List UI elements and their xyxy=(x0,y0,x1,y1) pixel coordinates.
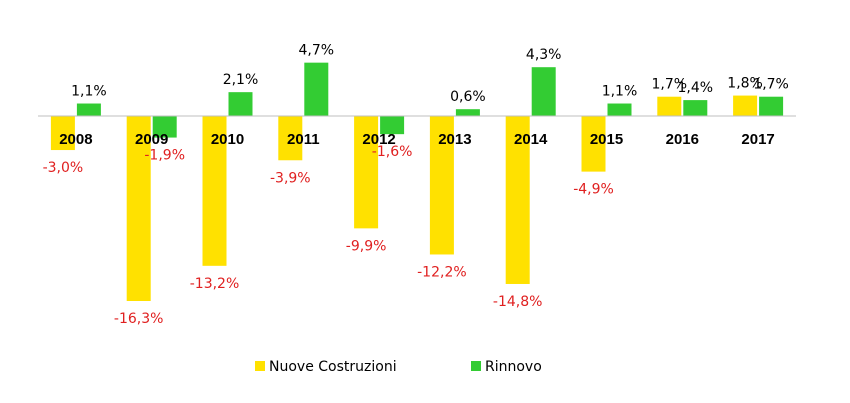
legend: Nuove Costruzioni Rinnovo xyxy=(255,359,542,375)
data-label-nuove-costruzioni-2011: -3,9% xyxy=(270,170,311,186)
data-label-rinnovo-2017: 1,7% xyxy=(753,77,789,93)
bar-rinnovo-2009 xyxy=(152,116,177,138)
bar-rinnovo-2012 xyxy=(380,116,405,135)
data-label-rinnovo-2012: -1,6% xyxy=(372,144,413,160)
data-label-nuove-costruzioni-2013: -12,2% xyxy=(417,264,467,280)
x-tick-label-2017: 2017 xyxy=(741,131,774,148)
legend-label-nuove-costruzioni: Nuove Costruzioni xyxy=(269,359,397,375)
data-label-nuove-costruzioni-2014: -14,8% xyxy=(493,294,543,310)
legend-swatch-rinnovo xyxy=(471,361,481,371)
bar-rinnovo-2017 xyxy=(759,96,784,116)
x-tick-label-2014: 2014 xyxy=(514,131,548,148)
bar-nuove-costruzioni-2016 xyxy=(657,96,682,116)
x-tick-label-2013: 2013 xyxy=(438,131,471,148)
bar-rinnovo-2015 xyxy=(607,103,632,116)
bar-nuove-costruzioni-2017 xyxy=(733,95,758,116)
data-label-nuove-costruzioni-2015: -4,9% xyxy=(573,182,614,198)
x-tick-label-2009: 2009 xyxy=(135,131,168,148)
data-label-rinnovo-2014: 4,3% xyxy=(526,47,562,63)
data-label-nuove-costruzioni-2010: -13,2% xyxy=(190,276,240,292)
x-tick-label-2008: 2008 xyxy=(59,131,92,148)
data-label-nuove-costruzioni-2009: -16,3% xyxy=(114,311,164,327)
x-tick-labels: 2008 2009 2010 2011 2012 2013 2014 2015 2016 2017 xyxy=(59,131,775,148)
bar-rinnovo-2011 xyxy=(304,62,329,116)
data-label-rinnovo-2015: 1,1% xyxy=(602,84,638,100)
data-label-nuove-costruzioni-2016: 1,7% xyxy=(652,77,688,93)
bar-nuove-costruzioni-2010 xyxy=(202,116,227,266)
data-label-rinnovo-2013: 0,6% xyxy=(450,89,486,105)
bars-group xyxy=(50,62,784,302)
x-tick-label-2011: 2011 xyxy=(287,131,320,148)
bar-rinnovo-2013 xyxy=(455,109,480,116)
data-label-rinnovo-2009: -1,9% xyxy=(144,148,185,164)
bar-nuove-costruzioni-2011 xyxy=(278,116,303,161)
legend-swatch-nuove-costruzioni xyxy=(255,361,265,371)
bar-rinnovo-2014 xyxy=(531,67,556,116)
bar-nuove-costruzioni-2013 xyxy=(429,116,454,255)
data-label-rinnovo-2008: 1,1% xyxy=(71,84,107,100)
x-tick-label-2016: 2016 xyxy=(666,131,699,148)
legend-label-rinnovo: Rinnovo xyxy=(485,359,542,375)
bar-rinnovo-2016 xyxy=(683,100,708,116)
data-label-rinnovo-2016: 1,4% xyxy=(678,80,714,96)
data-label-rinnovo-2010: 2,1% xyxy=(223,72,259,88)
x-tick-label-2012: 2012 xyxy=(362,131,395,148)
bar-nuove-costruzioni-2015 xyxy=(581,116,606,172)
bar-nuove-costruzioni-2012 xyxy=(354,116,379,229)
data-labels: -3,0% 1,1% -16,3% -1,9% -13,2% 2,1% -3,9% 4,7% -… xyxy=(43,43,789,327)
bar-rinnovo-2008 xyxy=(76,103,101,116)
data-label-rinnovo-2011: 4,7% xyxy=(299,43,335,59)
x-tick-label-2015: 2015 xyxy=(590,131,623,148)
data-label-nuove-costruzioni-2012: -9,9% xyxy=(346,238,387,254)
bar-nuove-costruzioni-2014 xyxy=(505,116,530,284)
data-label-nuove-costruzioni-2008: -3,0% xyxy=(43,160,84,176)
bar-nuove-costruzioni-2009 xyxy=(126,116,151,302)
x-tick-label-2010: 2010 xyxy=(211,131,244,148)
bar-nuove-costruzioni-2008 xyxy=(50,116,75,151)
data-label-nuove-costruzioni-2017: 1,8% xyxy=(727,76,763,92)
bar-rinnovo-2010 xyxy=(228,92,253,116)
